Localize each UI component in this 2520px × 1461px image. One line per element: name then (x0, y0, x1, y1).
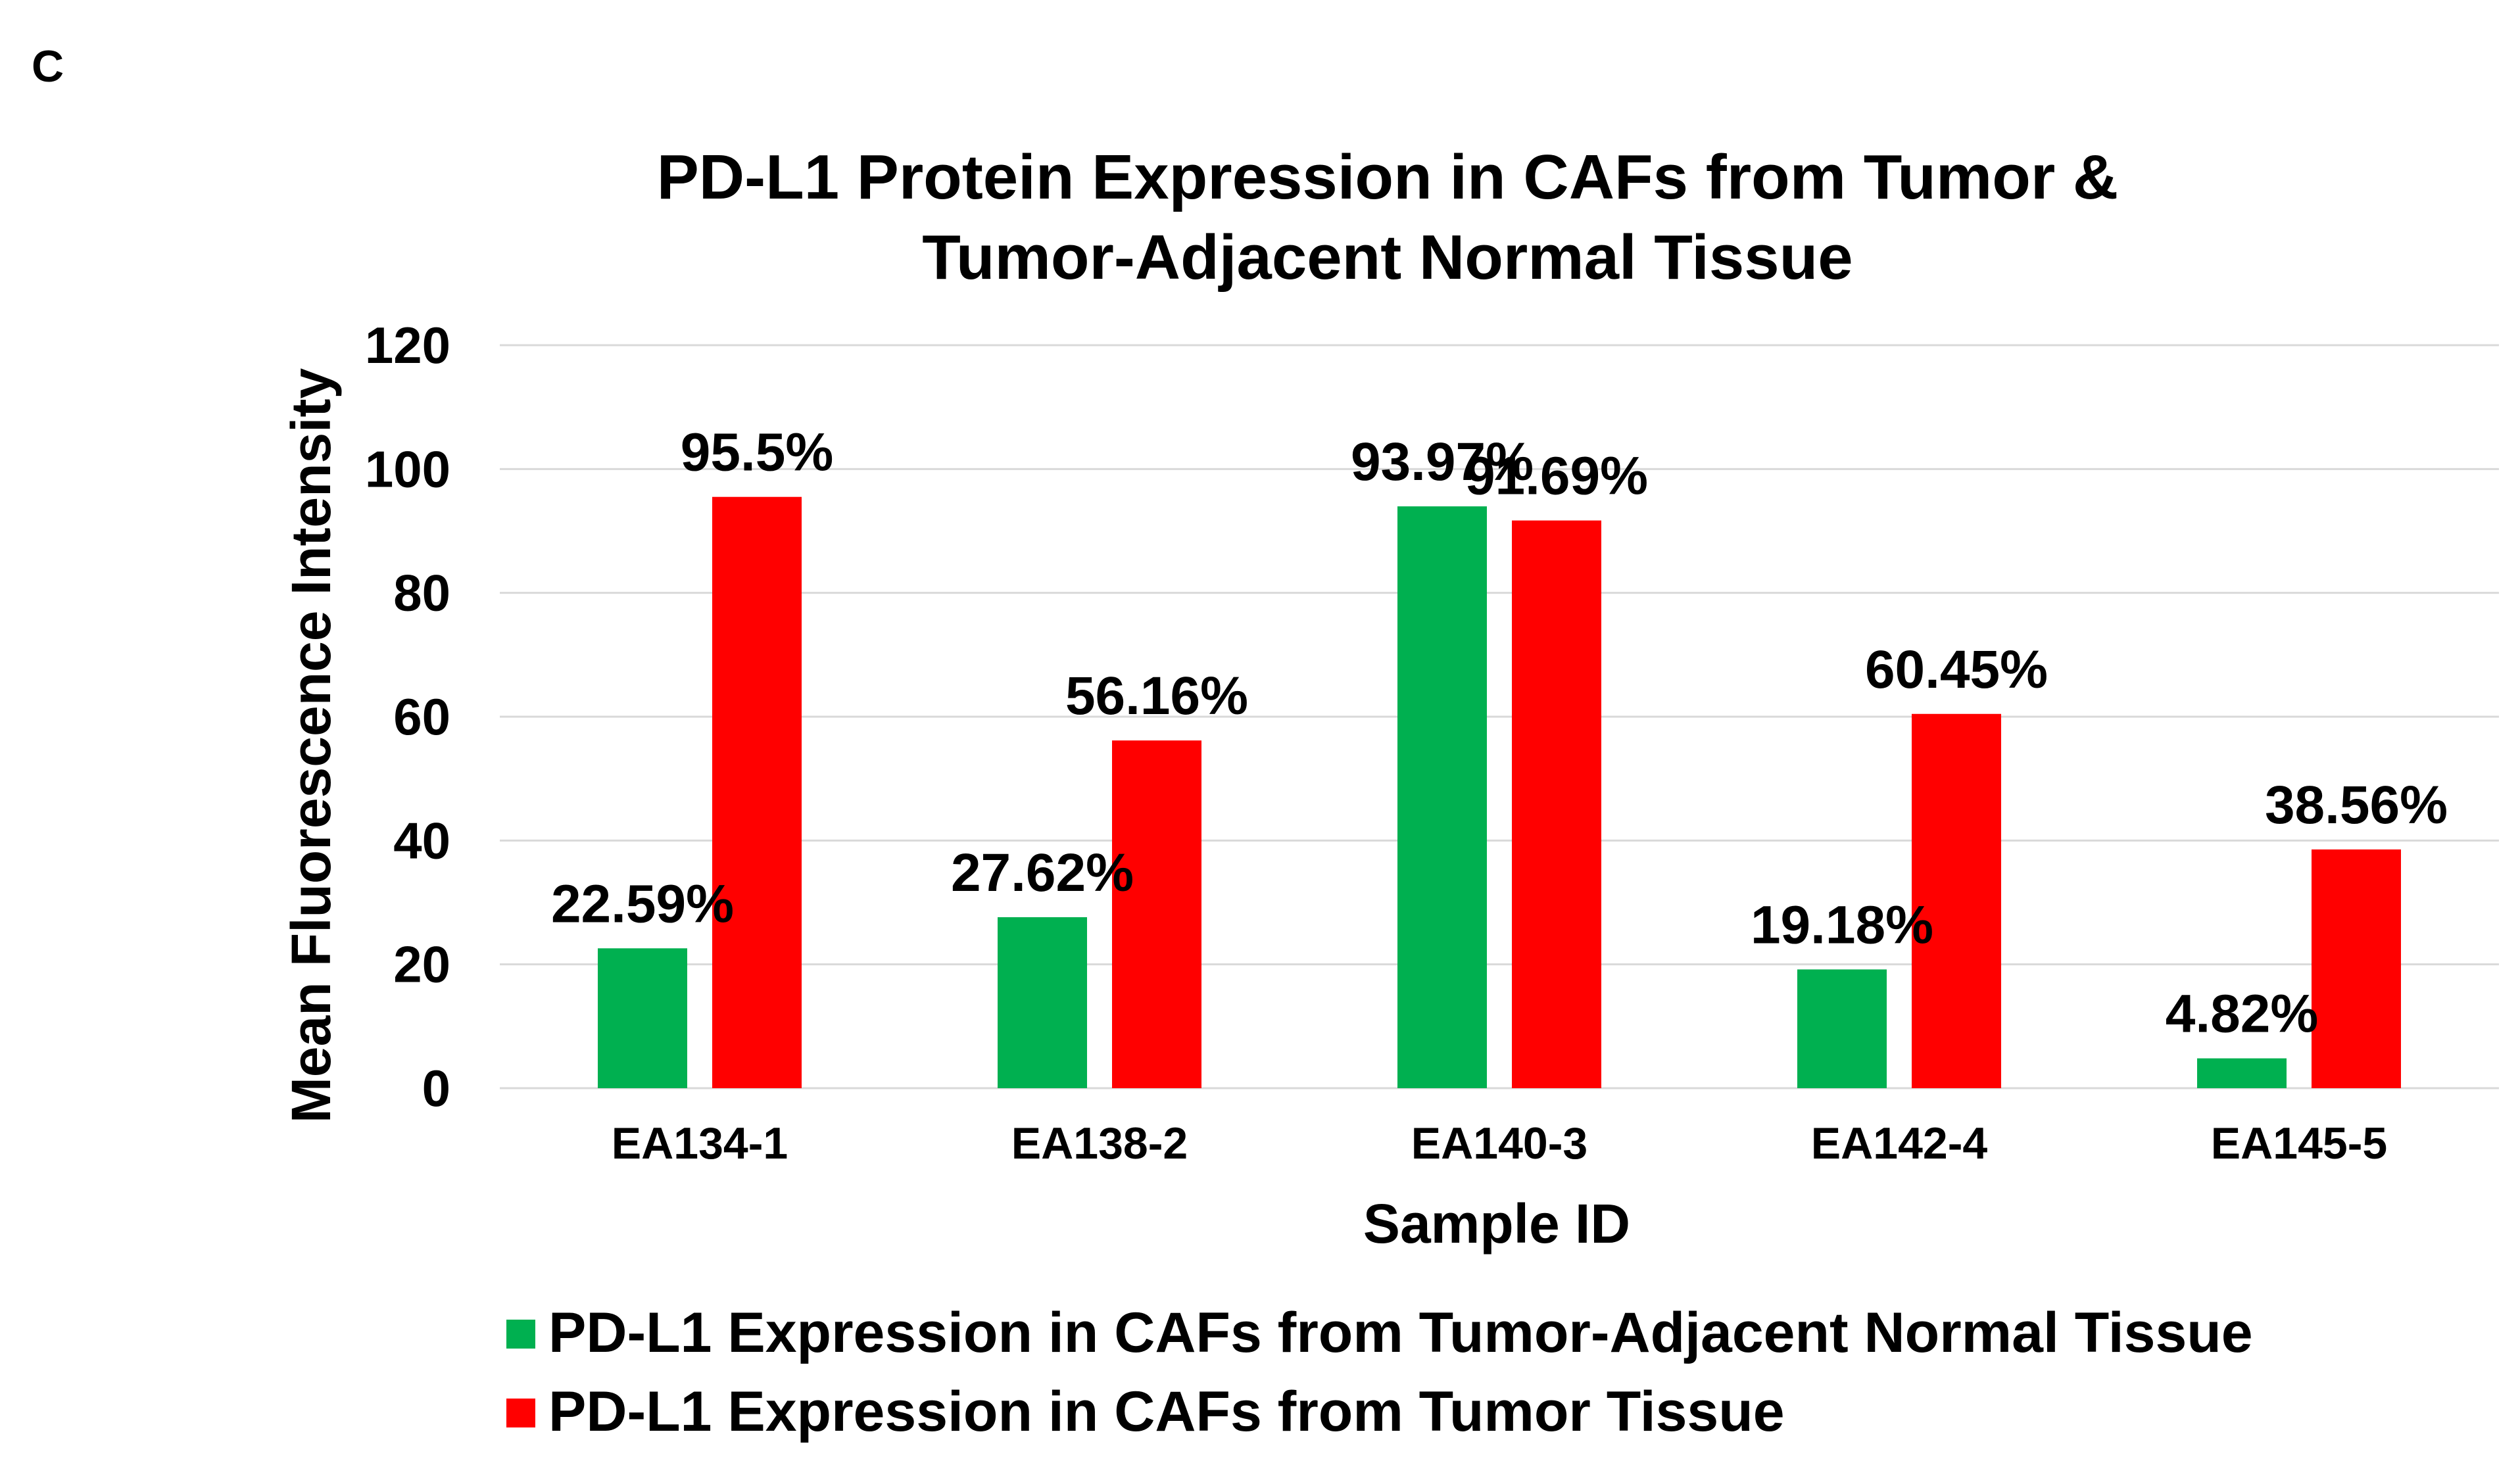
bar-tumor-EA140-3 (1512, 520, 1601, 1088)
data-label-tumor-EA140-3: 91.69% (1465, 446, 1648, 506)
x-axis-categories: EA134-1 EA138-2 EA140-3 EA142-4 EA145-5 (612, 1118, 2387, 1168)
y-tick-label-80: 80 (393, 564, 450, 622)
legend: PD-L1 Expression in CAFs from Tumor-Adja… (506, 1301, 2253, 1443)
data-label-tumor-EA134-1: 95.5% (681, 423, 834, 483)
chart-title-line-1: PD-L1 Protein Expression in CAFs from Tu… (657, 142, 2118, 212)
data-label-tumor-EA142-4: 60.45% (1865, 640, 2048, 700)
y-axis-ticks: 0 20 40 60 80 100 120 (365, 316, 450, 1117)
y-tick-label-60: 60 (393, 688, 450, 746)
y-tick-label-120: 120 (365, 316, 450, 374)
data-label-normal-EA140-3: 93.97% (1351, 432, 1534, 492)
x-tick-label-EA138-2: EA138-2 (1011, 1118, 1188, 1168)
data-label-normal-EA134-1: 22.59% (551, 874, 734, 934)
x-tick-label-EA134-1: EA134-1 (612, 1118, 788, 1168)
y-tick-label-40: 40 (393, 811, 450, 869)
y-tick-label-100: 100 (365, 440, 450, 498)
bar-tumor-EA142-4 (1912, 713, 2001, 1088)
data-label-tumor-EA138-2: 56.16% (1065, 666, 1248, 726)
bar-tumor-EA138-2 (1112, 740, 1201, 1088)
x-tick-label-EA142-4: EA142-4 (1811, 1118, 1988, 1168)
bar-normal-EA142-4 (1797, 969, 1887, 1088)
y-axis-label: Mean Fluorescence Intensity (280, 368, 342, 1124)
legend-label-normal-tissue: PD-L1 Expression in CAFs from Tumor-Adja… (548, 1301, 2253, 1364)
bar-normal-EA134-1 (598, 948, 687, 1088)
bar-normal-EA145-5 (2197, 1058, 2287, 1088)
data-label-tumor-EA145-5: 38.56% (2265, 775, 2448, 835)
data-label-normal-EA145-5: 4.82% (2166, 984, 2319, 1044)
y-tick-label-20: 20 (393, 936, 450, 994)
panel-label: C (32, 41, 64, 91)
legend-swatch-normal-tissue (506, 1320, 535, 1349)
x-tick-label-EA145-5: EA145-5 (2211, 1118, 2387, 1168)
chart-title-line-2: Tumor-Adjacent Normal Tissue (922, 222, 1853, 293)
bar-tumor-EA134-1 (712, 496, 802, 1088)
x-tick-label-EA140-3: EA140-3 (1411, 1118, 1587, 1168)
bar-normal-EA138-2 (998, 917, 1087, 1088)
y-tick-label-0: 0 (422, 1059, 450, 1117)
legend-label-tumor-tissue: PD-L1 Expression in CAFs from Tumor Tiss… (548, 1380, 1785, 1443)
data-label-normal-EA138-2: 27.62% (951, 843, 1134, 903)
gridlines (500, 344, 2499, 1090)
bar-normal-EA140-3 (1397, 506, 1487, 1088)
data-label-normal-EA142-4: 19.18% (1751, 895, 1933, 955)
bar-tumor-EA145-5 (2312, 849, 2401, 1088)
legend-swatch-tumor-tissue (506, 1399, 535, 1427)
x-axis-label: Sample ID (1363, 1193, 1630, 1255)
data-labels: 22.59% 95.5% 27.62% 56.16% 93.97%91.69% 19.18… (551, 423, 2448, 1044)
bars (598, 496, 2401, 1088)
